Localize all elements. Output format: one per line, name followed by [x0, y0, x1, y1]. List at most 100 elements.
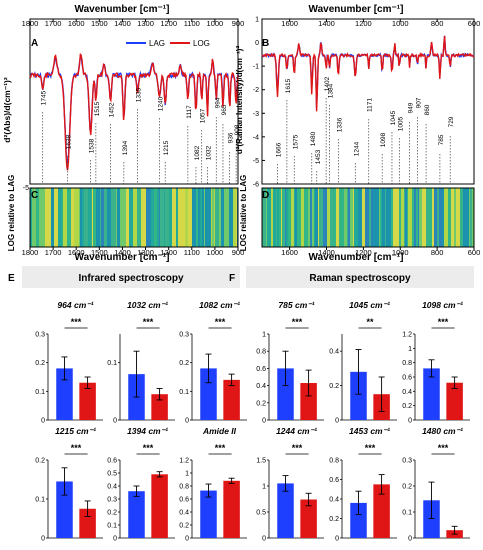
bar-lag — [350, 502, 367, 538]
bar-chart-y-tick-label: 0.6 — [402, 375, 412, 382]
bar-chart-y-tick-label: 0.3 — [107, 497, 117, 504]
panel-b-peak-label: 907 — [415, 97, 422, 108]
bar-lag — [423, 500, 440, 538]
significance-label: *** — [215, 443, 226, 453]
bar-chart-y-tick-label: 0.8 — [402, 360, 412, 367]
panel-c-strip-band — [88, 188, 91, 247]
legend: LAG LOG — [126, 39, 210, 48]
bar-chart-y-tick-label: 0.2 — [329, 383, 339, 390]
bar-chart-y-tick-label: 0.4 — [179, 510, 189, 517]
panel-d-strip-band — [314, 188, 315, 247]
panel-d-strip-band — [340, 188, 344, 247]
panel-c-strip-band — [160, 188, 164, 247]
panel-b-peak-label: 1336 — [336, 117, 343, 132]
bar-chart-title: 1098 cm⁻¹ — [422, 300, 463, 310]
bar-chart-y-tick-label: 1 — [408, 346, 412, 353]
section-f-letter: F — [229, 273, 235, 284]
bar-log — [446, 382, 463, 420]
bar-chart-y-tick-label: 0.2 — [107, 510, 117, 517]
bar-log — [79, 382, 96, 420]
bar-chart-y-tick-label: 1 — [262, 484, 266, 491]
panel-b-peak-label: 1575 — [292, 134, 299, 149]
panel-d-strip-band — [408, 188, 412, 247]
panel-d-strip-frame — [261, 187, 475, 248]
panel-d-strip-band — [294, 188, 295, 247]
panel-d-strip-band — [385, 188, 386, 247]
bar-chart-y-tick-label: 0.4 — [402, 389, 412, 396]
panel-c-strip-band — [169, 188, 172, 247]
panel-d-strip-band — [463, 188, 466, 247]
panel-b-peak-label: 1402 — [324, 76, 331, 91]
bar-chart-y-tick-label: 0.2 — [402, 403, 412, 410]
bar-log — [373, 484, 390, 538]
panel-d-strip-band — [319, 188, 323, 247]
panel-d-strip-band — [414, 188, 416, 247]
panel-c-strip-band — [178, 188, 181, 247]
panel-d-strip-band — [310, 188, 312, 247]
panel-c-strip-band — [143, 188, 146, 247]
panel-d-strip-band — [469, 188, 470, 247]
panel-a-x-top-tick-label: 1700 — [45, 19, 62, 28]
panel-d-strip-band — [282, 188, 284, 247]
bar-chart-y-tick-label: 0.2 — [179, 360, 189, 367]
panel-b-x-bottom-tick-label: 1400 — [318, 248, 335, 257]
panel-d-strip-band — [344, 188, 347, 247]
panel-d-strip-band — [454, 188, 456, 247]
panel-d-strip-band — [432, 188, 434, 247]
panel-d-strip-band — [369, 188, 370, 247]
panel-d-strip-band — [297, 188, 301, 247]
panel-b-log-line — [261, 35, 475, 112]
panel-a-peak-label: 1057 — [200, 108, 207, 123]
panel-d-strip-band — [373, 188, 377, 247]
panel-a-x-bottom-tick-label: 1400 — [114, 248, 131, 257]
panel-a-frame — [29, 18, 239, 185]
panel-a-x-bottom-tick-label: 1700 — [45, 248, 62, 257]
panel-c-strip-band — [121, 188, 122, 247]
panel-a-x-top-tick-label: 1800 — [22, 19, 39, 28]
panel-a-peak-label: 1452 — [108, 102, 115, 117]
bar-chart-y-tick-label: 0.1 — [179, 389, 189, 396]
panel-c-strip-band — [73, 188, 74, 247]
panel-a-x-top-tick-label: 1000 — [207, 19, 224, 28]
section-e-letter: E — [8, 273, 15, 284]
bar-chart-7: 1215 cm⁻¹ 0 0.1 0.2 *** — [35, 426, 103, 543]
bar-chart-y-tick-label: 1 — [185, 471, 189, 478]
panel-c-strip-band — [198, 188, 200, 247]
panel-c-strip-band — [214, 188, 215, 247]
panel-d-strip-band — [377, 188, 379, 247]
panel-b-x-bottom-tick-label: 1600 — [281, 248, 298, 257]
panel-d-strip-band — [380, 188, 381, 247]
bar-chart-y-tick-label: 0.4 — [329, 497, 339, 504]
bar-chart-y-tick-label: 0 — [185, 418, 189, 425]
panel-a-peak-label: 1082 — [194, 145, 201, 160]
panel-c-strip-band — [188, 188, 192, 247]
panel-d-strip-band — [285, 188, 286, 247]
panel-b-peak-label: 949 — [408, 102, 415, 113]
bar-chart-y-tick-label: 0 — [408, 536, 412, 543]
bar-chart-y-tick-label: 1.5 — [256, 458, 266, 465]
bar-chart-y-tick-label: 0 — [262, 418, 266, 425]
panel-a-x-bottom-tick-label: 1000 — [207, 248, 224, 257]
panel-d-strip-band — [277, 188, 279, 247]
panel-a-x-top-tick-label: 1600 — [68, 19, 85, 28]
significance-label: *** — [143, 443, 154, 453]
panel-a-x-top-tick-label: 1300 — [137, 19, 154, 28]
panel-d-strip-band — [262, 188, 266, 247]
panel-d-strip-band — [472, 188, 474, 247]
panel-a-peak-label: 1032 — [205, 145, 212, 160]
panel-d-strip-band — [273, 188, 276, 247]
panel-a-peak-label: 1215 — [163, 140, 170, 155]
panel-b-x-top-tick-label: 800 — [431, 19, 444, 28]
panel-b-peak-label: 1480 — [310, 131, 317, 146]
panel-c-strip-band — [45, 188, 49, 247]
section-f-title: Raman spectroscopy — [309, 273, 411, 284]
bar-chart-y-tick-label: 0.2 — [179, 523, 189, 530]
bar-charts-layer: 964 cm⁻¹00.10.20.3***1032 cm⁻¹00.1***108… — [35, 300, 470, 543]
panel-b-x-top-tick-label: 600 — [468, 19, 481, 28]
panel-d-strip-band — [266, 188, 267, 247]
panel-a-x-bottom-tick-label: 900 — [232, 248, 245, 257]
panel-c-strip-band — [126, 188, 129, 247]
panel-c-strip-band — [112, 188, 116, 247]
bar-chart-title: Amide II — [202, 426, 237, 436]
panel-c-strip-band — [116, 188, 117, 247]
